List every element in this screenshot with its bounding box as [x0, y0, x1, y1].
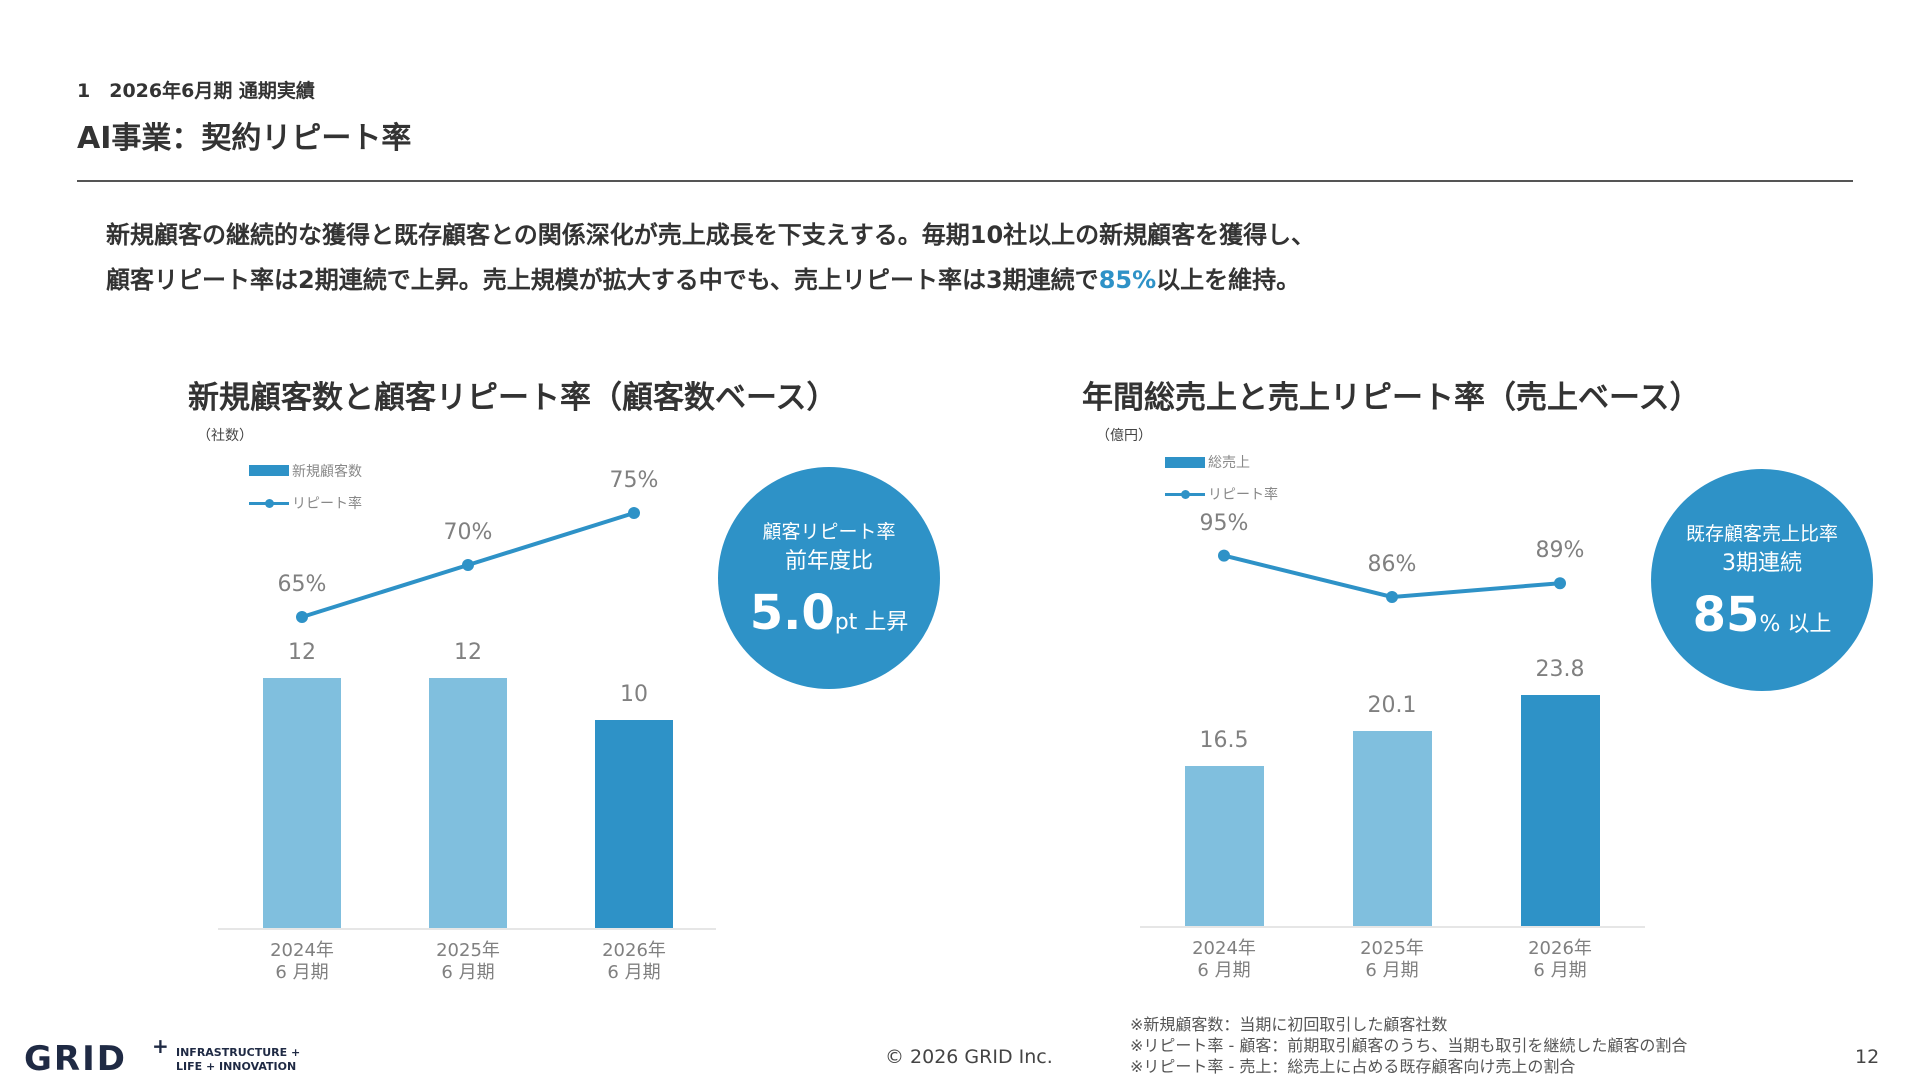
chart1-x-axis	[218, 928, 716, 930]
chart2-callout-number: 85	[1692, 587, 1760, 643]
chart2-x-axis	[1140, 926, 1645, 928]
chart1-bar-1	[263, 678, 341, 928]
chart1-x-tick-2: 2025年 6 月期	[408, 940, 528, 984]
chart2-callout-value: 85% 以上	[1651, 587, 1873, 643]
grid-logo-plus-icon: +	[152, 1034, 169, 1058]
lead-line-2: 顧客リピート率は2期連続で上昇。売上規模が拡大する中でも、売上リピート率は3期連…	[106, 260, 1300, 295]
chart1-unit: （社数）	[197, 428, 253, 444]
chart2-x-tick-1-line-1: 2024年	[1192, 938, 1256, 959]
tagline-line-1: INFRASTRUCTURE +	[176, 1046, 301, 1059]
chart2-line-point-2	[1386, 591, 1398, 603]
chart1-x-tick-2-line-1: 2025年	[436, 940, 500, 961]
copyright: © 2026 GRID Inc.	[885, 1046, 1053, 1068]
chart1-callout-suffix: pt 上昇	[834, 610, 909, 635]
section-number: 1 2026年6月期 通期実績	[77, 80, 315, 102]
chart1-line-point-3	[628, 507, 640, 519]
chart1-bar-3	[595, 720, 673, 928]
chart2-x-tick-2: 2025年 6 月期	[1332, 938, 1452, 982]
note-2: ※リピート率 - 顧客：前期取引顧客のうち、当期も取引を継続した顧客の割合	[1130, 1036, 1688, 1055]
chart1-x-tick-1-line-1: 2024年	[270, 940, 334, 961]
chart2-unit: （億円）	[1096, 428, 1152, 444]
lead-line-2-tail: 以上を維持。	[1156, 266, 1301, 294]
chart2-bar-3	[1520, 695, 1600, 926]
chart2-callout-line1: 既存顧客売上比率	[1685, 523, 1838, 545]
lead-line-1: 新規顧客の継続的な獲得と既存顧客との関係深化が売上成長を下支えする。毎期10社以…	[106, 221, 1316, 249]
chart2-x-tick-1: 2024年 6 月期	[1164, 938, 1284, 982]
chart2-callout-line2: 3期連続	[1722, 551, 1802, 576]
tagline-line-2: LIFE + INNOVATION	[176, 1060, 297, 1073]
chart2-bar-2	[1352, 731, 1432, 926]
lead-line-2-text: 顧客リピート率は2期連続で上昇。売上規模が拡大する中でも、売上リピート率は3期連…	[106, 266, 1099, 294]
chart1-line-point-1	[296, 611, 308, 623]
note-3: ※リピート率 - 売上：総売上に占める既存顧客向け売上の割合	[1130, 1057, 1576, 1076]
chart2-bar-label-1: 16.5	[1199, 727, 1249, 753]
chart1-line-label-1: 65%	[277, 572, 327, 597]
chart2-x-tick-1-line-2: 6 月期	[1197, 960, 1251, 981]
chart2-x-tick-2-line-1: 2025年	[1360, 938, 1424, 959]
chart2-x-tick-3-line-1: 2026年	[1528, 938, 1592, 959]
chart2-bar-label-3: 23.8	[1535, 657, 1585, 683]
chart2-line-label-2: 86%	[1367, 552, 1417, 577]
page-title: AI事業：契約リピート率	[77, 121, 412, 156]
chart1-callout-line1: 顧客リピート率	[762, 521, 896, 543]
note-1: ※新規顧客数：当期に初回取引した顧客社数	[1130, 1015, 1448, 1034]
chart2-line-svg	[1218, 549, 1566, 603]
chart1-title: 新規顧客数と顧客リピート率（顧客数ベース）	[188, 380, 838, 416]
chart1-bar-label-1: 12	[288, 640, 316, 666]
chart1-bar-label-2: 12	[454, 640, 482, 666]
chart2-callout: 既存顧客売上比率 3期連続 85% 以上	[1651, 469, 1873, 691]
chart2-title: 年間総売上と売上リピート率（売上ベース）	[1082, 380, 1701, 416]
chart1-callout-value: 5.0pt 上昇	[718, 585, 940, 641]
title-divider	[77, 180, 1853, 182]
chart1-line-point-2	[462, 559, 474, 571]
chart1-bar-label-3: 10	[620, 682, 648, 707]
chart1-x-tick-1-line-2: 6 月期	[275, 962, 329, 983]
chart2-line-label-3: 89%	[1535, 538, 1585, 564]
chart1-legend-bar-label: 新規顧客数	[292, 464, 362, 480]
chart2-legend-line-label: リピート率	[1208, 487, 1278, 503]
grid-logo-tagline: INFRASTRUCTURE + LIFE + INNOVATION	[176, 1046, 300, 1074]
chart1-legend-line-label: リピート率	[292, 496, 362, 512]
chart2-bar-1	[1184, 765, 1264, 926]
chart2-legend-bar-swatch	[1165, 457, 1205, 468]
lead-highlight: 85%	[1098, 266, 1157, 294]
chart1-bar-2	[429, 678, 507, 928]
chart2-line-point-1	[1218, 549, 1230, 562]
chart2-bar-label-2: 20.1	[1367, 693, 1417, 719]
chart2-legend-bar-label: 総売上	[1208, 455, 1250, 471]
chart1-legend-bar-swatch	[249, 465, 289, 476]
chart1-callout-number: 5.0	[749, 585, 835, 641]
chart1-x-tick-3-line-2: 6 月期	[607, 962, 661, 983]
chart2-x-tick-3-line-2: 6 月期	[1533, 960, 1587, 981]
chart2-callout-suffix: % 以上	[1759, 612, 1832, 637]
chart1-x-tick-3: 2026年 6 月期	[574, 940, 694, 984]
chart2-x-tick-3: 2026年 6 月期	[1500, 938, 1620, 982]
grid-logo-wordmark: GRID	[24, 1039, 127, 1079]
chart1-x-tick-3-line-1: 2026年	[602, 940, 666, 961]
chart1-callout: 顧客リピート率 前年度比 5.0pt 上昇	[718, 467, 940, 689]
chart1-x-tick-1: 2024年 6 月期	[242, 940, 362, 984]
chart2-x-tick-2-line-2: 6 月期	[1365, 960, 1419, 981]
chart1-callout-line2: 前年度比	[784, 549, 873, 574]
chart1-line-label-3: 75%	[609, 468, 659, 493]
chart2-line-label-1: 95%	[1199, 510, 1249, 536]
chart1-line-svg	[296, 507, 640, 623]
chart2-legend-line-marker	[1181, 490, 1190, 499]
chart2-line-point-3	[1554, 577, 1566, 590]
page-number: 12	[1855, 1046, 1880, 1068]
chart1-legend-line-marker	[265, 499, 274, 508]
chart1-line-label-2: 70%	[443, 520, 493, 545]
chart1-x-tick-2-line-2: 6 月期	[441, 962, 495, 983]
